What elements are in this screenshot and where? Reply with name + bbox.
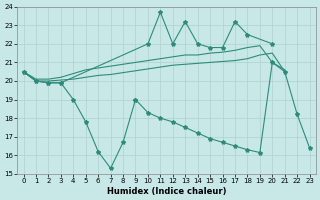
X-axis label: Humidex (Indice chaleur): Humidex (Indice chaleur) <box>107 187 226 196</box>
